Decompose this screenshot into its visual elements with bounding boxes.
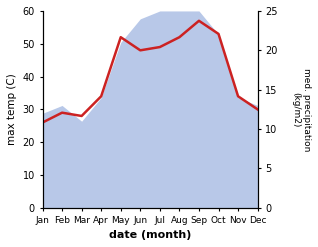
Y-axis label: max temp (C): max temp (C) bbox=[7, 74, 17, 145]
X-axis label: date (month): date (month) bbox=[109, 230, 191, 240]
Y-axis label: med. precipitation
(kg/m2): med. precipitation (kg/m2) bbox=[292, 68, 311, 151]
